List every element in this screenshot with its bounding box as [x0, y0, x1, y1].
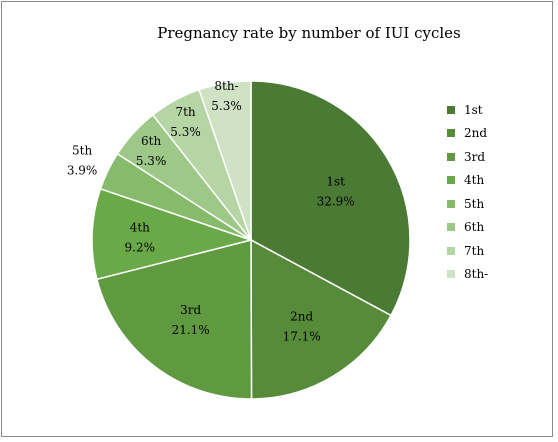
slice-category-label: 7th [175, 105, 195, 119]
legend-item-8th-: 8th- [447, 263, 488, 287]
legend-swatch [447, 199, 455, 208]
pie-slice-3rd [96, 239, 253, 400]
slice-value-label: 5.3% [211, 99, 242, 113]
slice-category-label: 6th [141, 134, 161, 148]
legend-label: 6th [464, 220, 485, 235]
legend-item-7th: 7th [447, 239, 488, 263]
pie-slice-4th [91, 187, 254, 281]
legend-swatch [447, 105, 455, 114]
slice-value-label: 17.1% [283, 330, 321, 344]
pie-slice-8th- [198, 80, 252, 241]
legend-item-6th: 6th [447, 216, 488, 240]
chart-title: Pregnancy rate by number of IUI cycles [157, 24, 461, 42]
legend-item-2nd: 2nd [447, 122, 488, 146]
legend-swatch [447, 129, 455, 138]
legend-swatch [447, 270, 455, 279]
legend-item-3rd: 3rd [447, 145, 488, 169]
legend-label: 8th- [464, 267, 489, 282]
legend-label: 2nd [464, 126, 488, 141]
chart-legend: 1st 2nd 3rd 4th 5th 6th 7th 8th- [447, 98, 488, 286]
legend-label: 1st [464, 102, 483, 117]
legend-swatch [447, 176, 455, 185]
slice-value-label: 32.9% [317, 194, 355, 208]
slice-value-label: 5.3% [136, 154, 167, 168]
slice-value-label: 9.2% [125, 241, 156, 255]
slice-category-label: 4th [130, 221, 150, 235]
slice-value-label: 21.1% [172, 323, 210, 337]
slice-value-label: 5.3% [170, 125, 201, 139]
legend-item-1st: 1st [447, 98, 488, 122]
slice-category-label: 8th- [214, 79, 238, 93]
legend-label: 3rd [464, 149, 486, 164]
slice-category-label: 1st [326, 174, 345, 188]
pie-slice-2nd [250, 238, 392, 400]
legend-item-5th: 5th [447, 192, 488, 216]
slice-category-label: 3rd [180, 303, 201, 317]
legend-swatch [447, 246, 455, 255]
legend-swatch [447, 223, 455, 232]
legend-item-4th: 4th [447, 169, 488, 193]
legend-label: 7th [464, 243, 485, 258]
legend-label: 5th [464, 196, 485, 211]
slice-value-label: 3.9% [67, 163, 98, 177]
legend-label: 4th [464, 173, 485, 188]
legend-swatch [447, 152, 455, 161]
pie-slice-1st [250, 80, 411, 317]
slice-category-label: 2nd [290, 310, 313, 324]
slice-category-label: 5th [72, 143, 92, 157]
